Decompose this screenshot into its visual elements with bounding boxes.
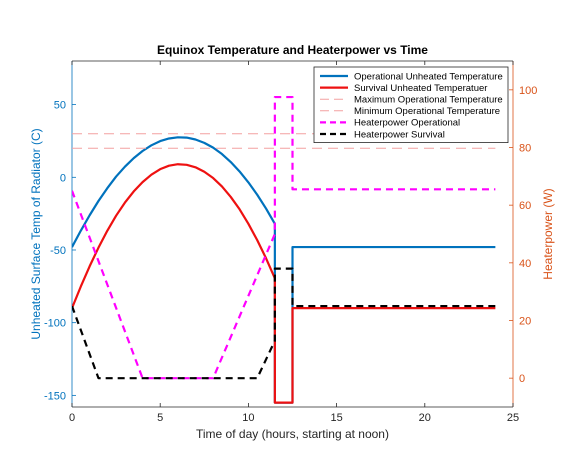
legend-entry: Minimum Operational Temperature	[354, 106, 500, 117]
y-left-tick-label: 0	[60, 172, 66, 184]
legend-entry: Operational Unheated Temperature	[354, 71, 503, 82]
legend-entry: Survival Unheated Temperatuer	[354, 83, 487, 94]
y-right-tick-label: 60	[519, 200, 531, 212]
chart-title: Equinox Temperature and Heaterpower vs T…	[157, 43, 428, 57]
legend-entry: Maximum Operational Temperature	[354, 95, 503, 106]
y-right-tick-label: 20	[519, 316, 531, 328]
y-axis-right-label: Heaterpower (W)	[541, 188, 555, 279]
y-left-tick-label: 50	[54, 100, 66, 112]
x-tick-label: 10	[242, 412, 254, 424]
y-right-tick-label: 0	[519, 373, 525, 385]
legend-entry: Heaterpower Operational	[354, 118, 460, 129]
x-tick-label: 15	[330, 412, 342, 424]
x-tick-label: 20	[419, 412, 431, 424]
x-tick-label: 0	[69, 412, 75, 424]
legend	[313, 66, 509, 143]
x-tick-label: 25	[507, 412, 519, 424]
y-axis-left-label: Unheated Surface Temp of Radiator (C)	[29, 128, 43, 339]
series-line-heaterpower-operational	[72, 95, 496, 380]
series-line-heaterpower-survival	[72, 267, 496, 380]
legend-entry: Heaterpower Survival	[354, 129, 445, 140]
x-axis-label: Time of day (hours, starting at noon)	[196, 427, 389, 441]
y-left-tick-label: -100	[44, 318, 66, 330]
y-right-tick-label: 80	[519, 143, 531, 155]
series-line-survival-unheated-temperatuer	[72, 163, 496, 404]
y-left-tick-label: -150	[44, 390, 66, 402]
y-left-tick-label: -50	[50, 245, 66, 257]
y-right-tick-label: 40	[519, 258, 531, 270]
x-tick-label: 5	[157, 412, 163, 424]
plot-area: 0 5 10 15 20 25 -150 -100 -50 0 50 0 20 40 60 80 100 Equi…	[29, 43, 555, 441]
y-right-tick-label: 100	[519, 85, 537, 97]
series-line-operational-unheated-temperature	[72, 136, 496, 404]
